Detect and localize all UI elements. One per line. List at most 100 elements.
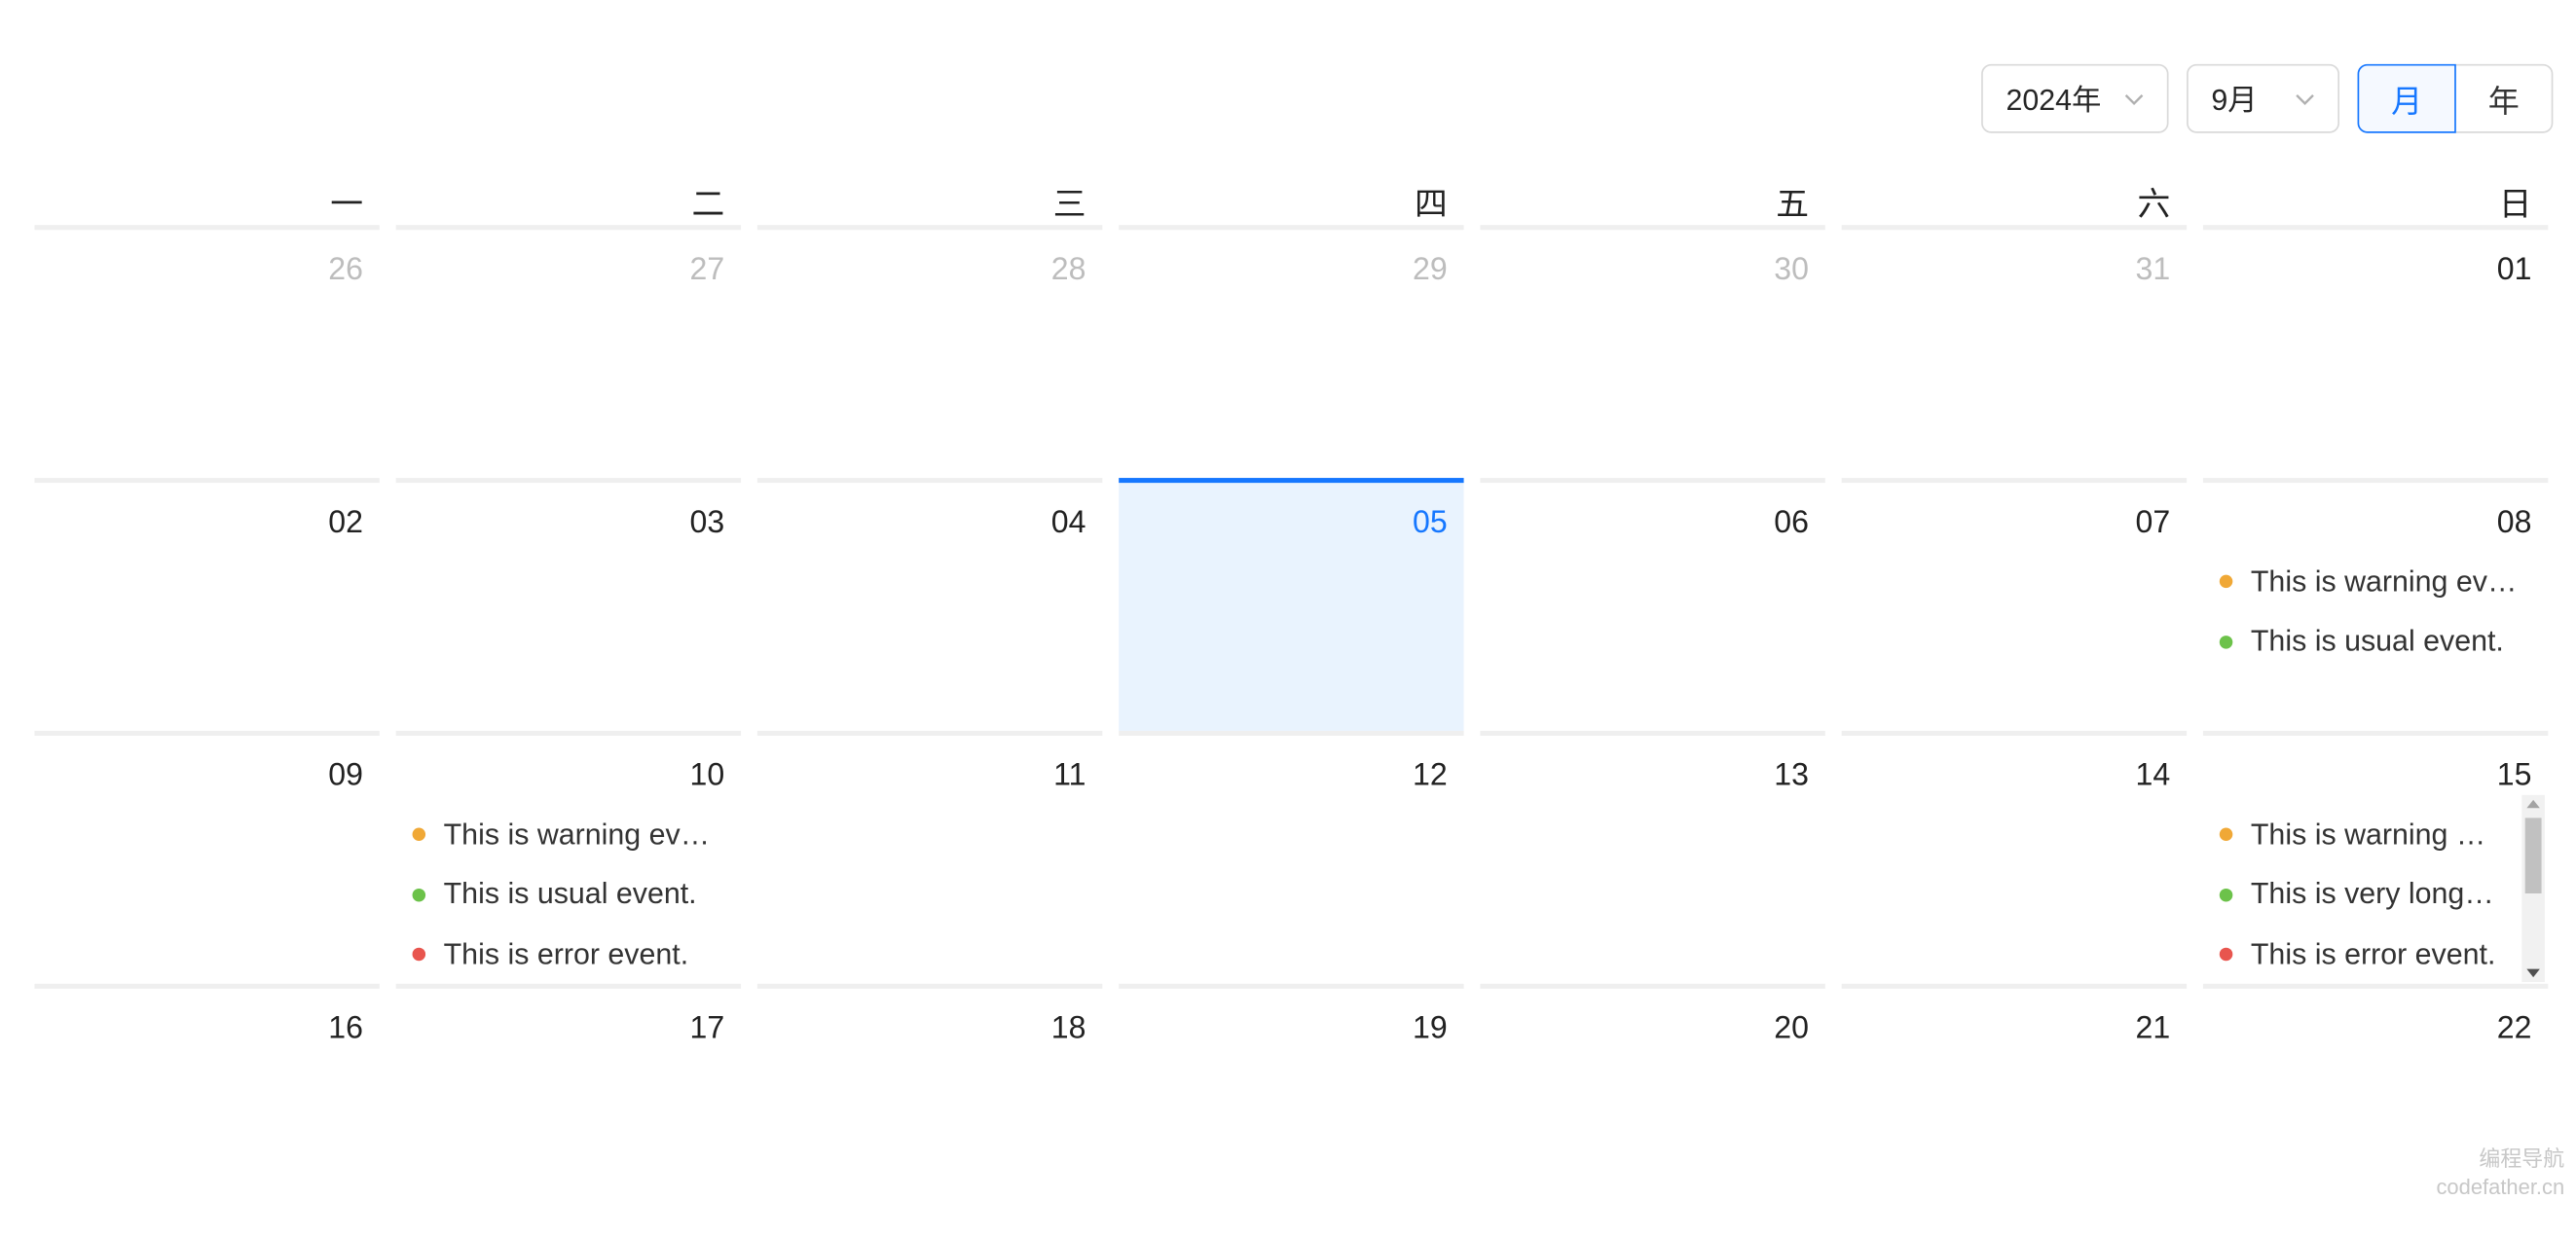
day-cell[interactable]: 20 bbox=[1480, 983, 1825, 1237]
event-text: This is warning event. bbox=[443, 817, 725, 851]
error-badge-icon bbox=[412, 948, 426, 962]
day-number: 03 bbox=[689, 505, 725, 541]
usual-badge-icon bbox=[412, 888, 426, 902]
day-cell[interactable]: 03 bbox=[395, 478, 742, 731]
day-cell[interactable]: 07 bbox=[1841, 478, 2188, 731]
day-cell[interactable]: 31 bbox=[1841, 225, 2188, 478]
day-cell[interactable]: 17 bbox=[395, 983, 742, 1237]
day-number: 20 bbox=[1774, 1011, 1809, 1046]
day-cell[interactable]: 14 bbox=[1841, 730, 2188, 984]
usual-badge-icon bbox=[2219, 888, 2233, 902]
event-item[interactable]: This is usual event. bbox=[412, 864, 725, 925]
mode-year-button[interactable]: 年 bbox=[2454, 63, 2554, 133]
event-text: This is usual event. bbox=[443, 877, 697, 911]
watermark-line: codefather.cn bbox=[2436, 1174, 2565, 1199]
event-text: This is error event. bbox=[2250, 937, 2496, 970]
day-number: 07 bbox=[2135, 505, 2171, 541]
event-text: This is warning event. bbox=[2250, 817, 2503, 851]
weekday-label: 二 bbox=[691, 187, 725, 224]
event-item[interactable]: This is warning event. bbox=[412, 805, 725, 865]
event-item[interactable]: This is warning event. bbox=[2219, 805, 2503, 865]
event-text: This is warning event. bbox=[2250, 564, 2532, 598]
weekday-label: 五 bbox=[1776, 187, 1809, 224]
month-select[interactable]: 9月 bbox=[2187, 63, 2339, 133]
weekday-label: 六 bbox=[2137, 187, 2171, 224]
day-number: 15 bbox=[2496, 758, 2532, 794]
day-number: 31 bbox=[2135, 252, 2171, 288]
event-item[interactable]: This is warning event. bbox=[2219, 552, 2532, 612]
day-number: 26 bbox=[328, 252, 363, 288]
event-list: This is warning event. This is very long … bbox=[2219, 805, 2503, 985]
day-cell[interactable]: 18 bbox=[756, 983, 1103, 1237]
event-scrollbar[interactable] bbox=[2521, 794, 2545, 983]
year-select[interactable]: 2024年 bbox=[1981, 63, 2169, 133]
day-cell[interactable]: 10 This is warning event. This is usual ev… bbox=[395, 730, 742, 985]
day-cell[interactable]: 16 bbox=[34, 983, 380, 1237]
day-cell[interactable]: 01 bbox=[2202, 225, 2549, 478]
day-number: 02 bbox=[328, 505, 363, 541]
event-list: This is warning event. This is usual even… bbox=[412, 805, 725, 985]
day-number: 21 bbox=[2135, 1011, 2171, 1046]
weekday-label: 三 bbox=[1052, 187, 1086, 224]
day-number: 28 bbox=[1050, 252, 1086, 288]
event-text: This is very long usual event. bbox=[2250, 877, 2503, 911]
day-cell[interactable]: 27 bbox=[395, 225, 742, 478]
day-number: 05 bbox=[1413, 505, 1448, 541]
day-cell[interactable]: 08 This is warning event. This is usual ev… bbox=[2202, 478, 2549, 731]
day-cell[interactable]: 06 bbox=[1480, 478, 1825, 731]
event-text: This is error event. bbox=[443, 937, 689, 970]
day-cell[interactable]: 26 bbox=[34, 225, 380, 478]
day-number: 17 bbox=[689, 1011, 725, 1046]
event-list: This is warning event. This is usual even… bbox=[2219, 552, 2532, 673]
event-item[interactable]: This is error event. bbox=[2219, 925, 2502, 985]
scroll-down-icon[interactable] bbox=[2526, 968, 2540, 978]
day-cell[interactable]: 21 bbox=[1841, 983, 2188, 1237]
watermark-line: 编程导航 bbox=[2479, 1146, 2565, 1172]
day-number: 13 bbox=[1774, 758, 1809, 794]
warning-badge-icon bbox=[2219, 575, 2233, 589]
warning-badge-icon bbox=[2219, 827, 2233, 842]
day-cell[interactable]: 04 bbox=[756, 478, 1103, 731]
mode-month-button[interactable]: 月 bbox=[2357, 63, 2456, 133]
day-cell[interactable]: 11 bbox=[756, 730, 1103, 984]
day-cell[interactable]: 12 bbox=[1119, 730, 1464, 984]
day-cell[interactable]: 09 bbox=[34, 730, 380, 984]
day-cell[interactable]: 19 bbox=[1119, 983, 1464, 1237]
usual-badge-icon bbox=[2219, 635, 2233, 649]
day-cell[interactable]: 22 bbox=[2202, 983, 2549, 1237]
mode-switch: 月 年 bbox=[2357, 63, 2554, 133]
day-number: 11 bbox=[1053, 758, 1086, 794]
month-select-value: 9月 bbox=[2211, 84, 2258, 117]
day-cell[interactable]: 29 bbox=[1119, 225, 1464, 478]
day-number: 14 bbox=[2135, 758, 2171, 794]
day-number: 29 bbox=[1413, 252, 1448, 288]
weekday-label: 日 bbox=[2498, 187, 2532, 224]
weekday-label: 四 bbox=[1414, 187, 1448, 224]
day-cell[interactable]: 30 bbox=[1480, 225, 1825, 478]
day-number: 04 bbox=[1050, 505, 1086, 541]
day-number: 27 bbox=[689, 252, 725, 288]
warning-badge-icon bbox=[412, 827, 426, 842]
day-number: 18 bbox=[1050, 1011, 1086, 1046]
day-cell[interactable]: 13 bbox=[1480, 730, 1825, 984]
day-number: 19 bbox=[1413, 1011, 1448, 1046]
event-item[interactable]: This is usual event. bbox=[2219, 612, 2532, 673]
day-cell[interactable]: 28 bbox=[756, 225, 1103, 478]
day-cell[interactable]: 15 This is warning event. This is very lon… bbox=[2202, 730, 2549, 985]
day-number: 09 bbox=[328, 758, 363, 794]
chevron-down-icon bbox=[2124, 94, 2144, 105]
day-number: 10 bbox=[689, 758, 725, 794]
scroll-thumb[interactable] bbox=[2524, 818, 2542, 893]
day-cell-today[interactable]: 05 bbox=[1119, 478, 1464, 731]
scroll-up-icon[interactable] bbox=[2526, 799, 2540, 809]
event-item[interactable]: This is error event. bbox=[412, 925, 725, 985]
day-cell[interactable]: 02 bbox=[34, 478, 380, 731]
weekday-label: 一 bbox=[330, 187, 363, 224]
event-item[interactable]: This is very long usual event. bbox=[2219, 864, 2503, 925]
watermark: 编程导航 codefather.cn bbox=[2436, 1145, 2564, 1200]
year-select-value: 2024年 bbox=[2006, 84, 2102, 117]
day-number: 01 bbox=[2496, 252, 2532, 288]
calendar-header: 2024年 9月 月 年 bbox=[1981, 63, 2554, 133]
error-badge-icon bbox=[2219, 948, 2233, 962]
